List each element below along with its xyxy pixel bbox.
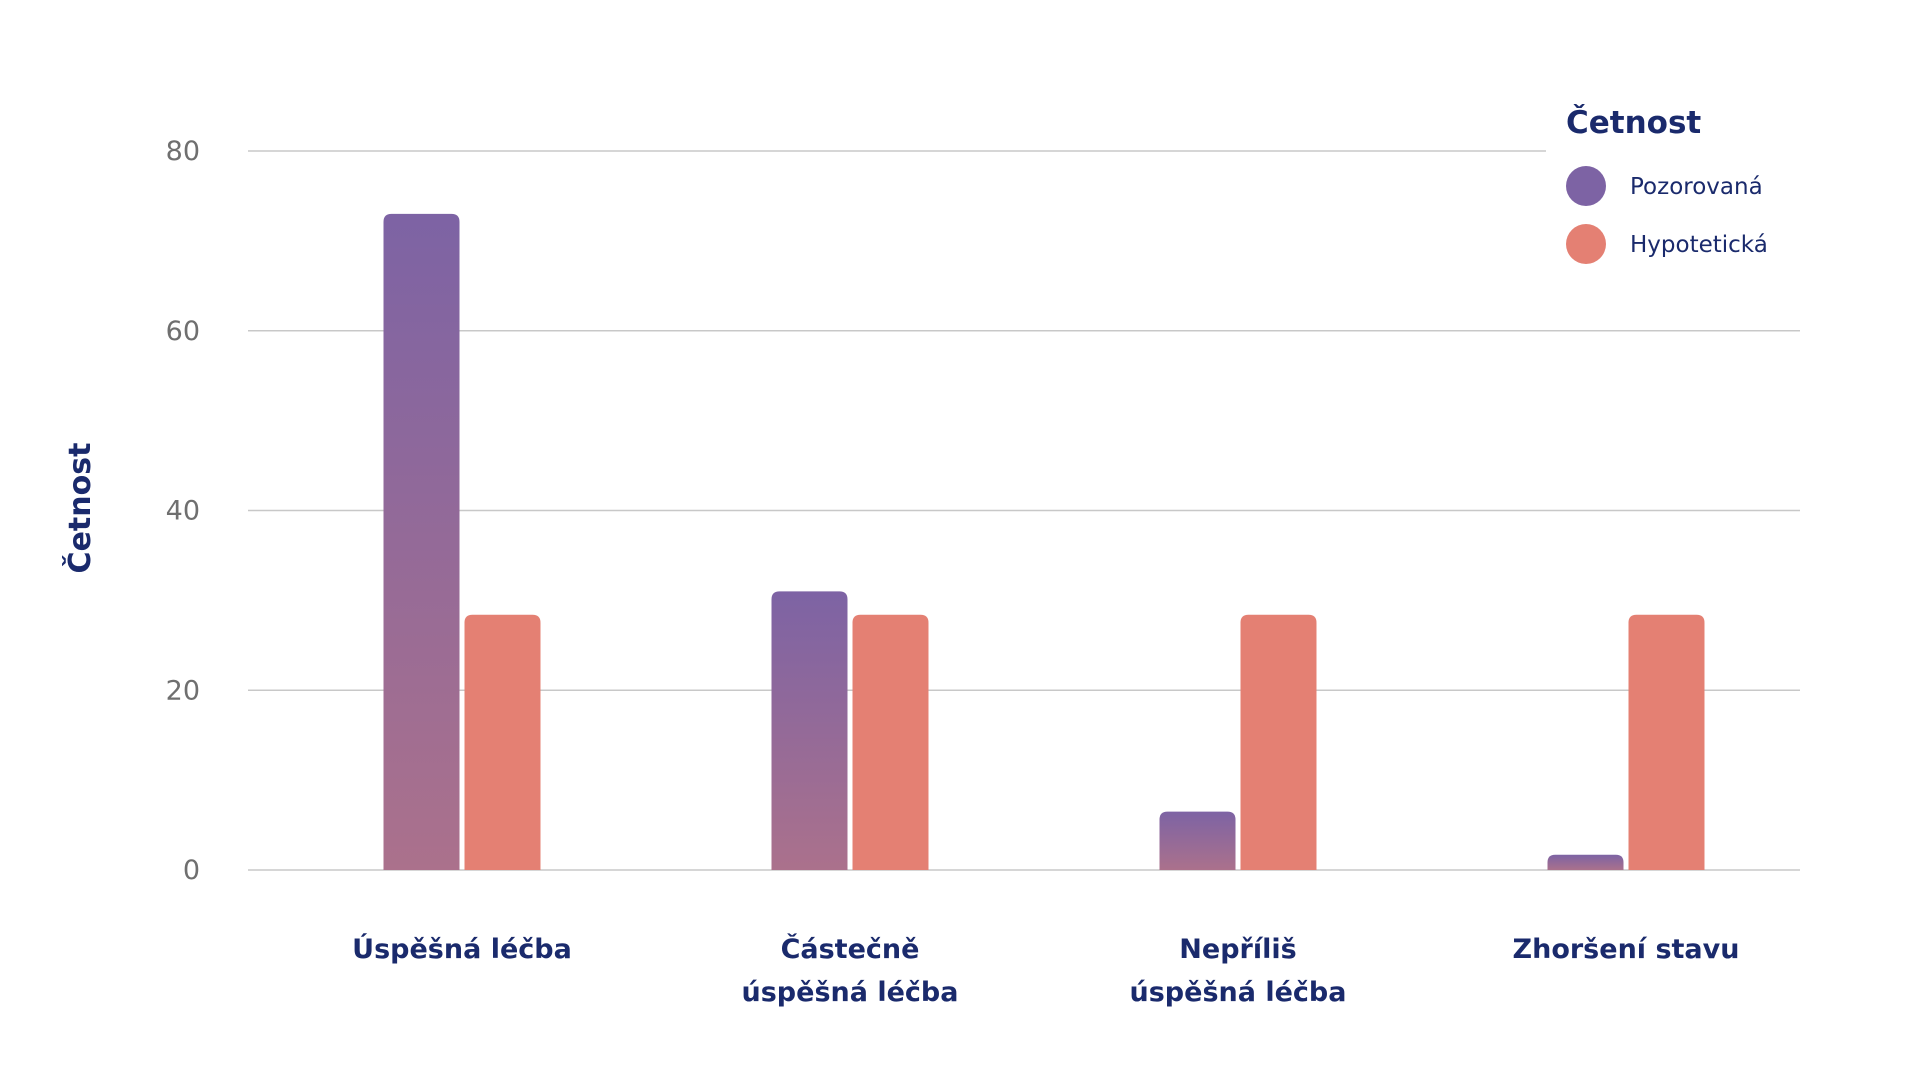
- x-tick-label: Částečně úspěšná léčba: [742, 933, 959, 1008]
- bar-pozorovana: [383, 213, 460, 871]
- x-tick-label: Zhoršení stavu: [1513, 934, 1740, 965]
- x-tick-label: Úspěšná léčba: [352, 933, 572, 965]
- y-axis-ticks: 0 20 40 60 80: [166, 136, 200, 886]
- bar-hypoteticka: [464, 614, 541, 870]
- bar-hypoteticka: [852, 614, 929, 870]
- bar-hypoteticka: [1240, 614, 1317, 870]
- bars: [383, 213, 1705, 871]
- bar-pozorovana: [771, 591, 848, 870]
- y-tick-label: 40: [166, 496, 200, 527]
- y-tick-label: 0: [183, 855, 200, 886]
- bar-hypoteticka: [1628, 614, 1705, 870]
- legend-label: Pozorovaná: [1630, 174, 1763, 200]
- legend-label: Hypotetická: [1630, 232, 1768, 258]
- y-tick-label: 20: [166, 675, 200, 706]
- legend-title: Četnost: [1566, 104, 1701, 141]
- legend: Četnost Pozorovaná Hypotetická: [1546, 96, 1816, 286]
- x-tick-label: Nepříliš úspěšná léčba: [1130, 934, 1347, 1008]
- legend-swatch: [1566, 224, 1606, 264]
- y-tick-label: 80: [166, 136, 200, 167]
- legend-swatch: [1566, 166, 1606, 206]
- bar-pozorovana: [1159, 811, 1236, 870]
- bar-pozorovana: [1547, 854, 1624, 870]
- x-axis-labels: Úspěšná léčba Částečně úspěšná léčba Nepříl…: [352, 933, 1739, 1008]
- y-tick-label: 60: [166, 316, 200, 347]
- y-axis-title: Četnost: [61, 443, 98, 574]
